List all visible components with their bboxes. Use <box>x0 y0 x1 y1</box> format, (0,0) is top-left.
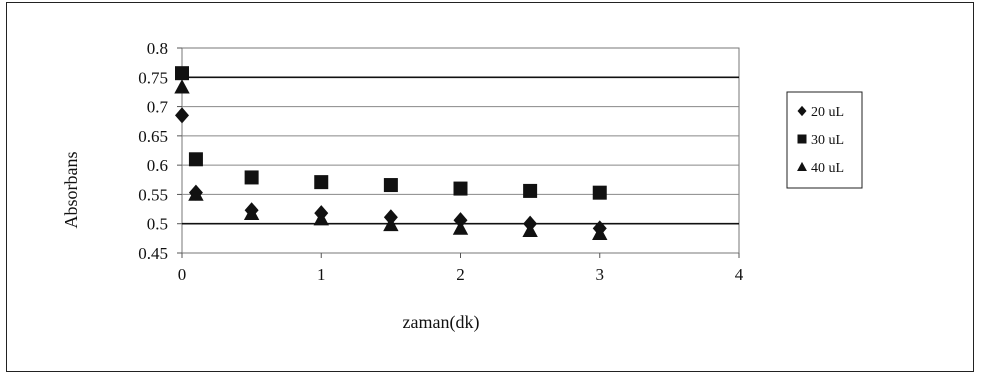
legend: 20 uL 30 uL 40 uL <box>786 91 863 189</box>
legend-items: 20 uL 30 uL 40 uL <box>797 105 844 176</box>
y-tick-label: 0.7 <box>147 98 169 117</box>
data-point-square <box>244 170 259 185</box>
y-tick-label: 0.45 <box>138 244 168 263</box>
data-point-diamond <box>592 220 607 237</box>
legend-label: 40 uL <box>811 161 844 176</box>
data-point-diamond <box>523 215 538 232</box>
y-tick-label: 0.75 <box>138 68 168 87</box>
x-axis-title: zaman(dk) <box>403 312 480 333</box>
x-tick-label: 2 <box>456 265 465 284</box>
y-tick-labels: 0.45 0.5 0.55 0.6 0.65 0.7 0.75 0.8 <box>138 39 182 263</box>
x-tick-label: 1 <box>317 265 326 284</box>
legend-marker-square <box>797 134 807 144</box>
legend-label: 20 uL <box>811 105 844 120</box>
data-point-triangle <box>174 79 190 94</box>
y-tick-label: 0.55 <box>138 185 168 204</box>
y-tick-label: 0.65 <box>138 127 168 146</box>
data-point-diamond <box>188 184 203 201</box>
x-tick-label: 0 <box>178 265 187 284</box>
data-point-square <box>188 152 203 167</box>
data-point-square <box>383 178 398 193</box>
data-point-square <box>523 183 538 198</box>
data-point-square <box>453 181 468 196</box>
legend-marker-diamond <box>797 105 807 117</box>
y-tick-label: 0.5 <box>147 215 168 234</box>
data-point-square <box>592 185 607 200</box>
y-tick-label: 0.8 <box>147 39 168 58</box>
data-point-diamond <box>244 202 259 219</box>
legend-label: 30 uL <box>811 133 844 148</box>
data-point-square <box>314 175 329 190</box>
x-tick-labels: 0 1 2 3 4 <box>178 253 744 284</box>
data-point-diamond <box>314 205 329 222</box>
data-point-diamond <box>383 209 398 226</box>
x-tick-label: 4 <box>735 265 744 284</box>
y-axis-title: Absorbans <box>61 152 81 229</box>
data-points <box>174 66 608 240</box>
data-point-square <box>175 66 189 81</box>
x-tick-label: 3 <box>596 265 605 284</box>
legend-marker-triangle <box>797 161 807 172</box>
data-point-diamond <box>175 107 189 124</box>
y-tick-label: 0.6 <box>147 156 168 175</box>
data-point-diamond <box>453 212 468 229</box>
